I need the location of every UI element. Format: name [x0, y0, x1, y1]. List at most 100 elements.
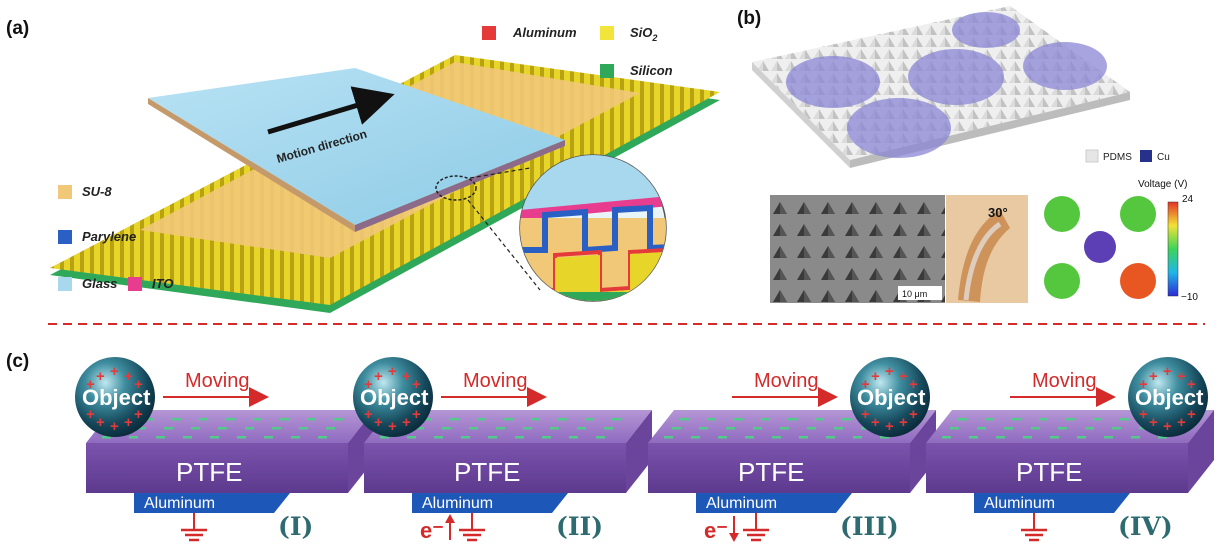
aluminum-label: Aluminum [984, 495, 1055, 512]
negative-charge [734, 418, 743, 421]
sem-image: 10 μm [770, 195, 945, 303]
negative-charge [996, 436, 1005, 439]
negative-charge [612, 418, 621, 421]
ptfe-slab-side [348, 410, 374, 493]
negative-charge [550, 427, 559, 430]
positive-charge: + [374, 414, 383, 431]
negative-charge [596, 436, 605, 439]
positive-charge: + [1149, 414, 1158, 431]
negative-charge [558, 418, 567, 421]
cu-electrode-5 [847, 98, 951, 158]
panel-b-label: (b) [737, 8, 761, 29]
positive-charge: + [1163, 363, 1172, 380]
negative-charge [137, 427, 146, 430]
negative-charge [969, 436, 978, 439]
object-label: Object [1135, 385, 1204, 410]
callout-line-bottom [467, 199, 541, 291]
negative-charge [1031, 427, 1040, 430]
positive-charge: + [871, 368, 880, 385]
ptfe-slab-side [626, 410, 652, 493]
callout-line-top [469, 167, 531, 179]
stage-numeral: (I) [278, 512, 313, 541]
negative-charge [1093, 418, 1102, 421]
positive-charge: + [124, 368, 133, 385]
svg-text:Aluminum: Aluminum [512, 25, 577, 40]
voltage-spot-bottom-right [1120, 263, 1156, 299]
negative-charge [788, 418, 797, 421]
positive-charge: + [885, 418, 894, 435]
ptfe-label: PTFE [454, 457, 520, 487]
negative-charge [842, 418, 851, 421]
panel-a-label: (a) [6, 18, 29, 39]
sem-scale-bar: 10 μm [902, 289, 927, 299]
object-sphere [75, 357, 155, 437]
negative-charge [523, 427, 532, 430]
cross-section-inset [519, 154, 667, 302]
legend-cu: Cu [1157, 152, 1170, 163]
ptfe-slab-side [910, 410, 936, 493]
negative-charge [807, 427, 816, 430]
bent-device-photo: 30° [946, 195, 1028, 303]
legend-ito: ITO [128, 276, 173, 291]
positive-charge: + [86, 406, 95, 423]
aluminum-label: Aluminum [706, 495, 777, 512]
moving-label: Moving [185, 370, 249, 392]
negative-charge [1050, 436, 1059, 439]
negative-charge [237, 436, 246, 439]
negative-charge [183, 436, 192, 439]
positive-charge: + [388, 363, 397, 380]
negative-charge [423, 418, 432, 421]
negative-charge [815, 418, 824, 421]
negative-charge [1004, 427, 1013, 430]
svg-text:Silicon: Silicon [630, 63, 673, 78]
negative-charge [102, 436, 111, 439]
negative-charge [1112, 427, 1121, 430]
negative-charge [1104, 436, 1113, 439]
aluminum-electrode [134, 493, 290, 513]
negative-charge [434, 436, 443, 439]
stage-numeral: (IV) [1118, 512, 1173, 541]
positive-charge: + [374, 368, 383, 385]
object-sphere [353, 357, 433, 437]
panel-a: (a) Motion direction [6, 18, 720, 313]
negative-charge [772, 436, 781, 439]
zoom-region [435, 175, 477, 201]
glass-slider-edge [148, 98, 355, 232]
positive-charge: + [899, 368, 908, 385]
negative-charge [488, 436, 497, 439]
negative-charge [834, 427, 843, 430]
electron-label: e⁻ [420, 518, 444, 543]
negative-charge [542, 436, 551, 439]
negative-charge [172, 418, 181, 421]
glass-slider [148, 68, 565, 225]
positive-charge: + [110, 363, 119, 380]
legend-parylene: Parylene [58, 229, 136, 244]
positive-charge: + [364, 376, 373, 393]
positive-charge: + [412, 376, 421, 393]
voltage-spot-top-right [1120, 196, 1156, 232]
object-sphere [850, 357, 930, 437]
glass-slider-side [355, 140, 565, 232]
positive-charge: + [861, 406, 870, 423]
panel-b: (b) PDMS Cu 10 μm 30° [737, 6, 1198, 303]
positive-charge: + [1139, 406, 1148, 423]
svg-text:Glass: Glass [82, 276, 117, 291]
negative-charge [191, 427, 200, 430]
cu-electrode-1 [786, 56, 880, 108]
negative-charge [950, 427, 959, 430]
cu-electrode-3 [952, 12, 1020, 48]
negative-charge [1058, 427, 1067, 430]
negative-charge [407, 436, 416, 439]
positive-charge: + [861, 376, 870, 393]
negative-charge [515, 436, 524, 439]
negative-charge [380, 436, 389, 439]
positive-charge: + [885, 363, 894, 380]
negative-charge [942, 436, 951, 439]
voltage-spot-top-left [1044, 196, 1080, 232]
negative-charge [718, 436, 727, 439]
object-sphere [1128, 357, 1208, 437]
legend-silicon: Silicon [600, 63, 673, 78]
aluminum-label: Aluminum [422, 495, 493, 512]
